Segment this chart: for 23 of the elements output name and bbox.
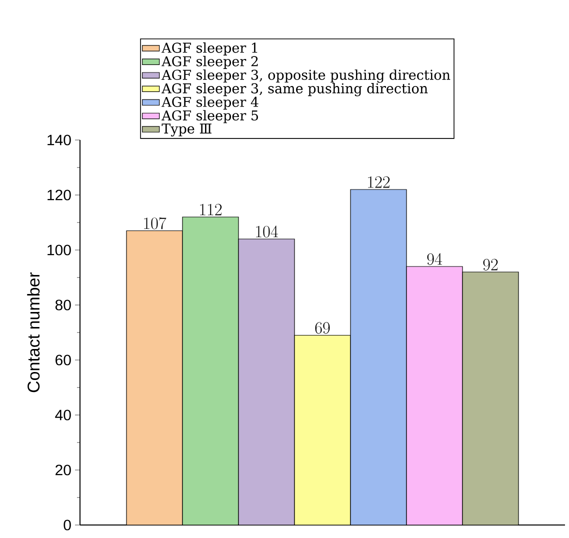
y-tick-label: 20 <box>56 464 71 476</box>
y-tick-label: 0 <box>64 520 71 530</box>
legend-label: Type Ⅲ <box>162 124 212 136</box>
legend-label: AGF sleeper 2 <box>162 56 258 69</box>
y-tick-label: 80 <box>55 300 71 310</box>
data-label: 69 <box>315 322 330 334</box>
y-tick-label: 100 <box>48 244 71 256</box>
legend-label: AGF sleeper 4 <box>162 96 258 110</box>
legend-label: AGF sleeper 1 <box>162 42 258 56</box>
data-label: 104 <box>256 226 278 238</box>
y-tick-label: 60 <box>56 354 71 366</box>
y-tick-label: 140 <box>48 134 71 146</box>
data-label: 112 <box>200 204 222 216</box>
data-label: 122 <box>368 176 390 188</box>
data-label: 94 <box>427 253 442 265</box>
y-tick-label: 120 <box>48 190 71 200</box>
legend-label: AGF sleeper 3, same pushing direction <box>162 83 428 96</box>
y-tick-label: 40 <box>55 410 71 420</box>
y-axis-title: Contact number <box>27 272 40 392</box>
data-label: 92 <box>483 258 498 270</box>
legend-label: AGF sleeper 5 <box>162 110 258 124</box>
data-label: 107 <box>144 217 166 230</box>
legend-label: AGF sleeper 3, opposite pushing direction <box>162 69 450 83</box>
